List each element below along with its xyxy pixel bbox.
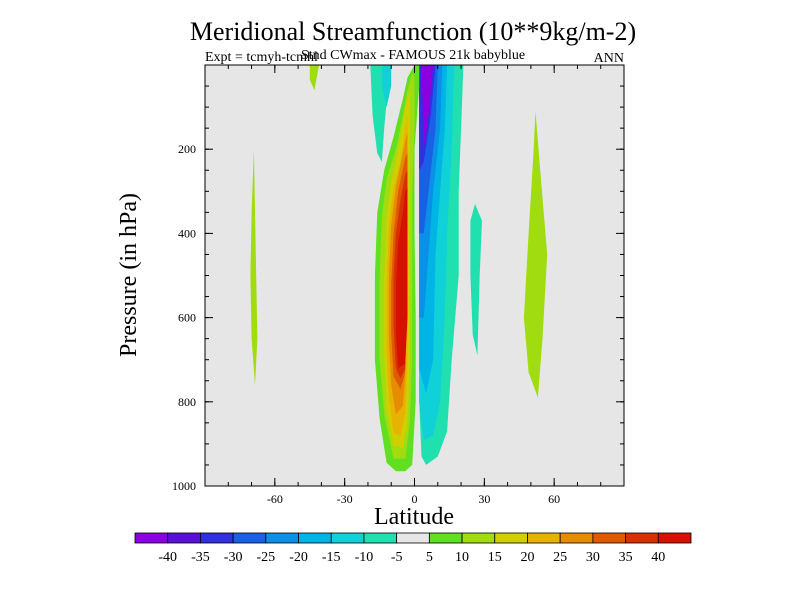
contour-region-4 — [381, 65, 392, 108]
contour-region-0 — [250, 149, 258, 385]
colorbar-swatch — [494, 532, 528, 544]
colorbar-swatch — [232, 532, 267, 544]
chart-subtitle-left: Expt = tcmyh-tcmhl — [205, 50, 318, 65]
colorbar-label: 25 — [553, 550, 567, 565]
colorbar-label: -25 — [256, 550, 275, 565]
colorbar-swatch — [657, 532, 692, 544]
colorbar-swatch — [592, 532, 626, 544]
colorbar-swatch — [625, 532, 659, 544]
x-tick-label: 30 — [478, 492, 490, 506]
colorbar-label: -5 — [391, 550, 403, 565]
colorbar-swatch — [265, 532, 299, 544]
colorbar-swatch — [200, 532, 234, 544]
colorbar-label: -20 — [289, 550, 308, 565]
y-tick-label: 1000 — [172, 479, 196, 493]
colorbar-label: -30 — [224, 550, 243, 565]
y-tick-label: 800 — [178, 395, 196, 409]
colorbar-label: 10 — [455, 550, 469, 565]
colorbar-swatch — [298, 532, 332, 544]
colorbar-label: 35 — [619, 550, 633, 565]
contour-region-2 — [523, 111, 548, 398]
colorbar-swatch — [134, 532, 169, 544]
colorbar-label: 30 — [586, 550, 600, 565]
y-tick-label: 200 — [178, 142, 196, 156]
colorbar-swatch — [527, 532, 561, 544]
colorbar-label: 15 — [488, 550, 502, 565]
colorbar-swatch — [167, 532, 201, 544]
contour-region-20 — [395, 187, 408, 369]
contour-region-5 — [470, 203, 482, 356]
colorbar-swatch — [363, 532, 398, 544]
x-tick-label: -60 — [267, 492, 283, 506]
y-axis-label: Pressure (in hPa) — [116, 193, 142, 357]
colorbar-label: -35 — [191, 550, 210, 565]
colorbar-swatch — [461, 532, 496, 544]
x-tick-label: 0 — [412, 492, 418, 506]
axis-ticks: -60 -30 0 30 60 200 400 600 800 1000 — [172, 65, 624, 506]
contour-region-12 — [421, 65, 434, 150]
colorbar-swatch — [428, 532, 463, 544]
colorbar: -40 -35 -30 -25 -20 -15 -10 -5 5 10 15 20 25 30 35 40 — [134, 532, 692, 565]
colorbar-label: -15 — [322, 550, 341, 565]
chart-subtitle-right: ANN — [594, 51, 624, 66]
colorbar-label: 40 — [651, 550, 665, 565]
colorbar-swatch — [396, 532, 430, 544]
contour-region-1 — [309, 65, 320, 91]
contour-regions — [250, 65, 548, 472]
chart-title: Meridional Streamfunction (10**9kg/m-2) — [190, 17, 636, 46]
chart-subtitle-center: Stnd CWmax - FAMOUS 21k babyblue — [301, 48, 525, 63]
y-tick-label: 400 — [178, 226, 196, 240]
x-tick-label: 60 — [548, 492, 560, 506]
colorbar-label: -10 — [355, 550, 374, 565]
colorbar-label: 20 — [520, 550, 534, 565]
colorbar-label: -40 — [158, 550, 177, 565]
colorbar-swatch — [330, 532, 365, 544]
colorbar-swatch — [559, 532, 594, 544]
x-tick-label: -30 — [337, 492, 353, 506]
y-tick-label: 600 — [178, 311, 196, 325]
x-axis-label: Latitude — [374, 504, 454, 530]
colorbar-label: 5 — [426, 550, 433, 565]
